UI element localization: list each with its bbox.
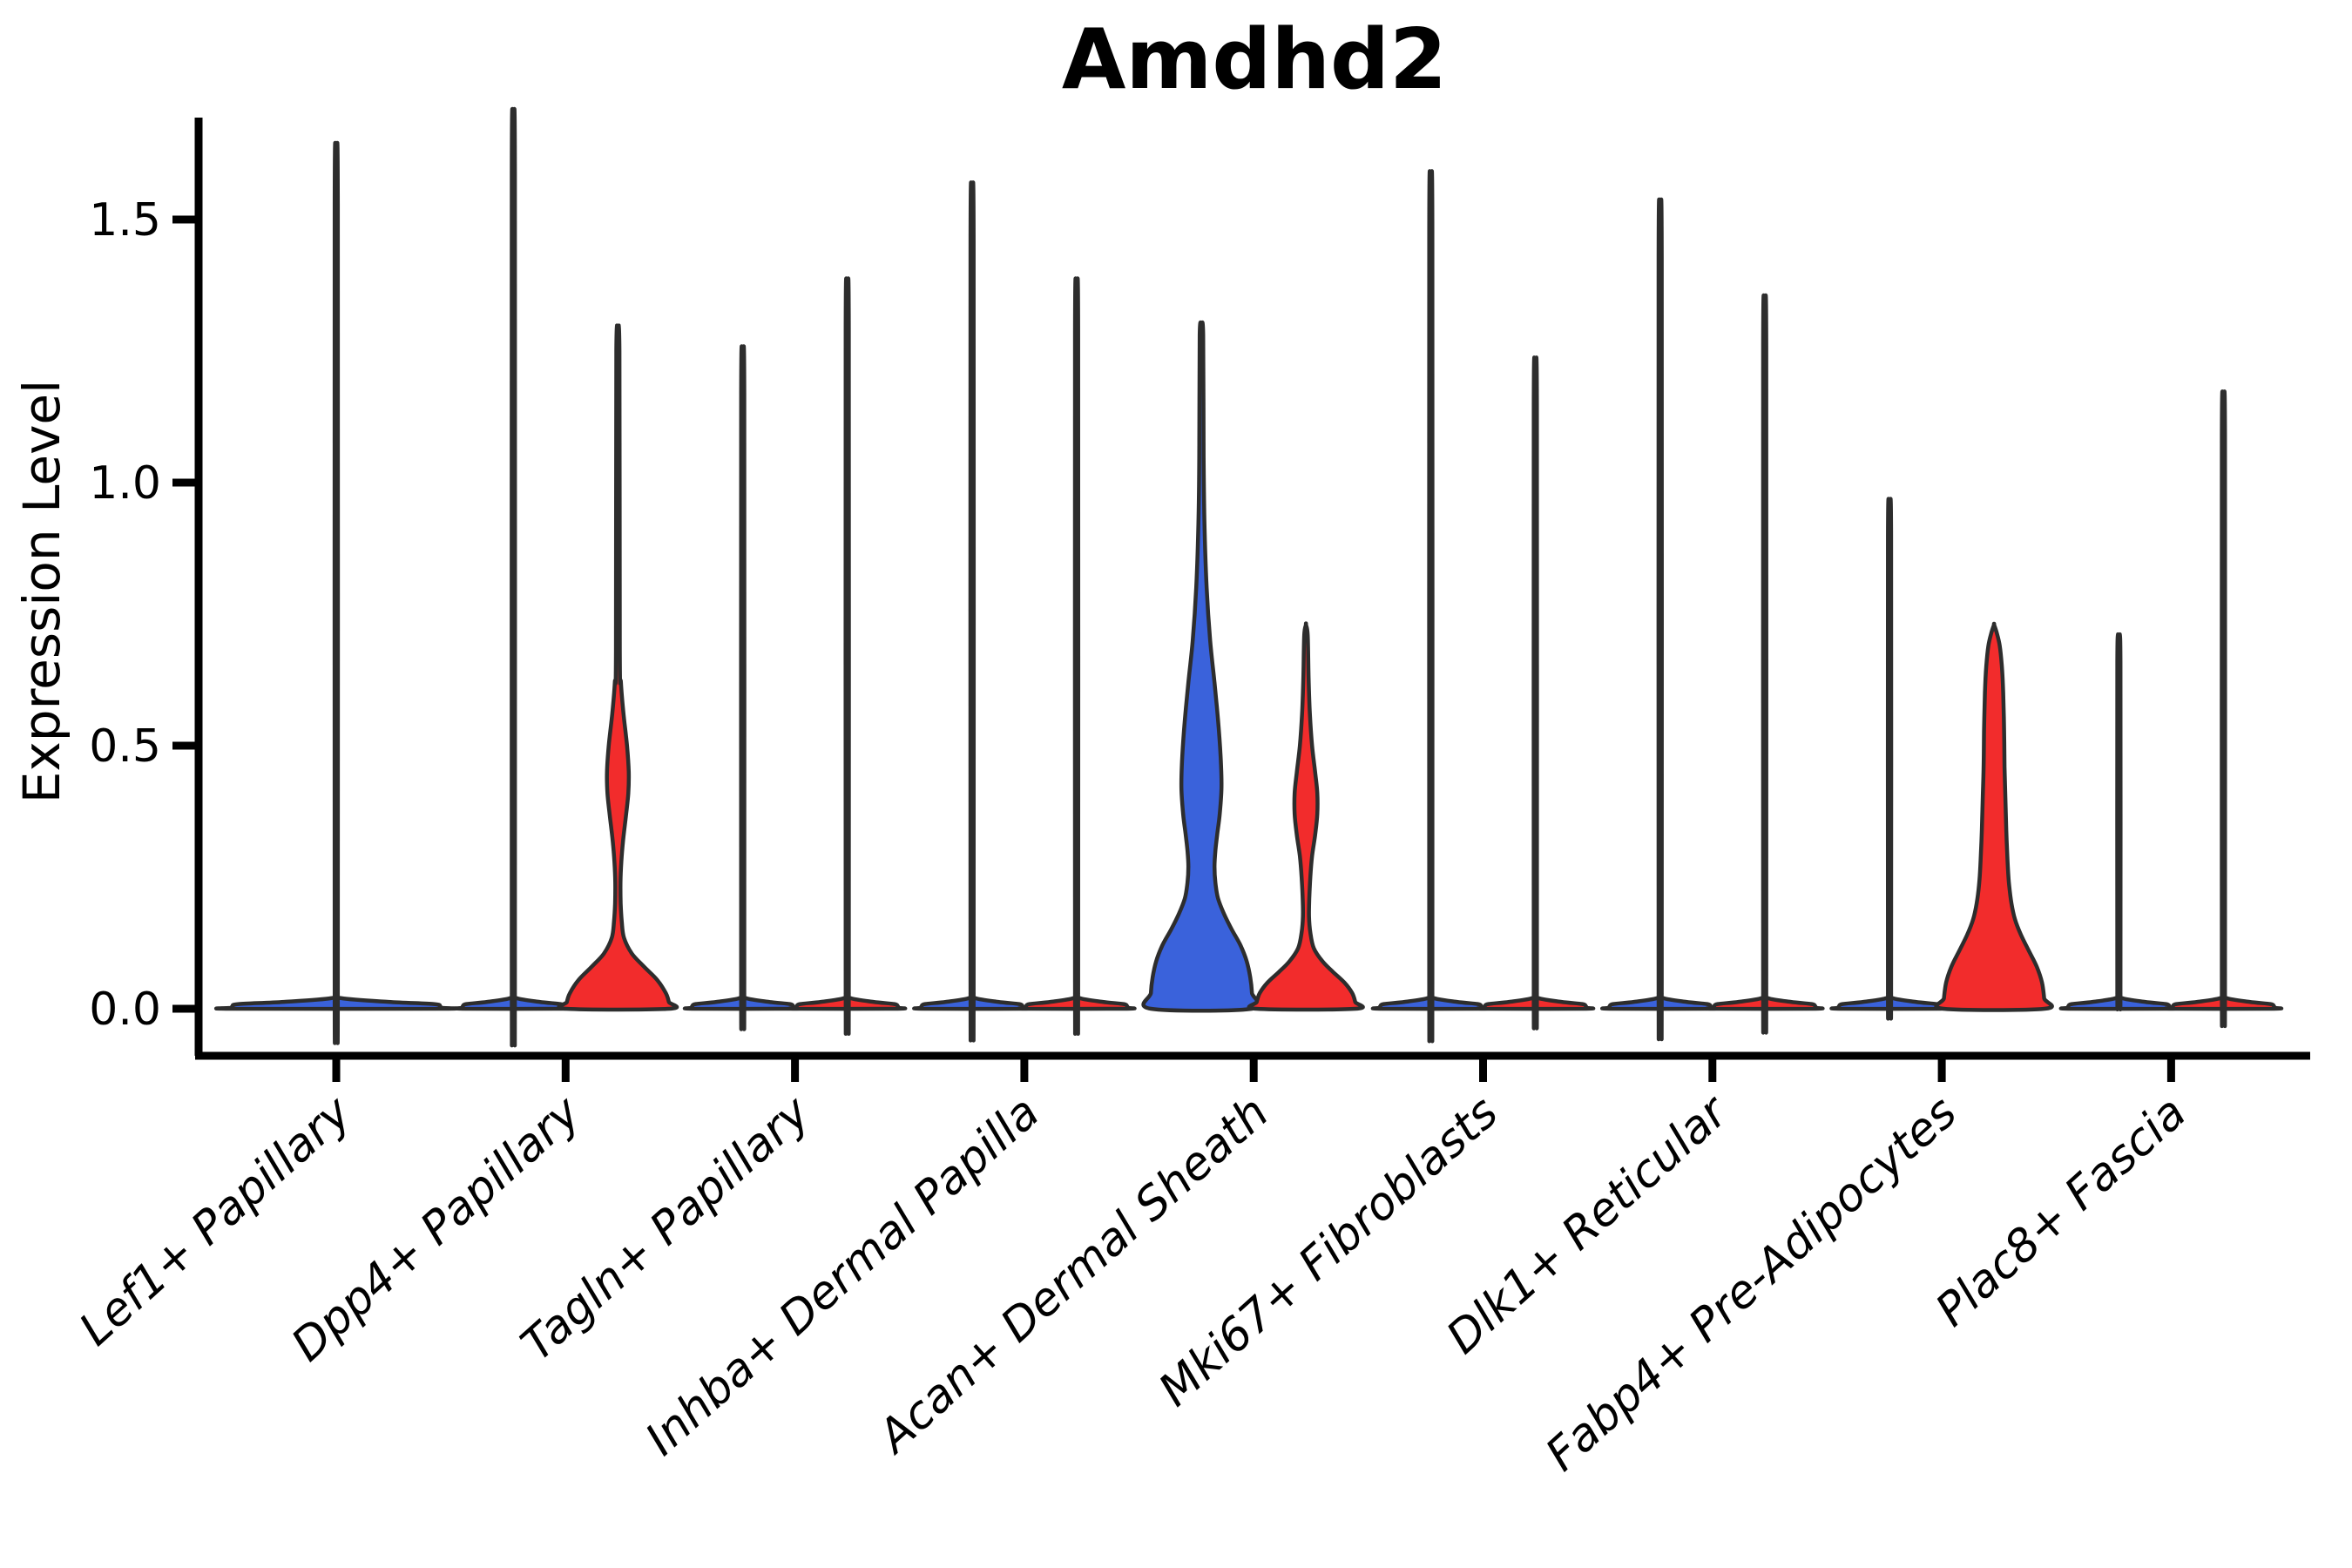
- x-category-label: Fabp4+ Pre-Adipocytes: [1536, 1086, 1966, 1482]
- violin-dpp4-split2: [557, 323, 679, 1012]
- violin-dlk1-split1: [1600, 197, 1720, 1042]
- violin-plac8-split2: [2163, 389, 2284, 1028]
- violin-dlk1-split2: [1705, 294, 1825, 1035]
- y-tick-label: 0.0: [89, 983, 161, 1036]
- violin-lef1-split1: [213, 140, 459, 1045]
- violin-tagln-split2: [787, 276, 908, 1036]
- violin-acan-split2: [1247, 621, 1365, 1012]
- y-tick-label: 0.5: [89, 720, 161, 773]
- violin-inhba-split1: [912, 180, 1032, 1043]
- violin-fabp4-split2: [1934, 621, 2054, 1012]
- y-tick-label: 1.0: [89, 457, 161, 510]
- violin-dpp4-split1: [453, 106, 574, 1048]
- violin-tagln-split1: [682, 344, 803, 1031]
- chart-title: Amdhd2: [1061, 12, 1448, 108]
- violin-mki67-split2: [1475, 355, 1596, 1031]
- x-category-label: Acan+ Dermal Sheath: [867, 1086, 1279, 1464]
- y-tick-label: 1.5: [89, 194, 161, 247]
- x-category-label: Plac8+ Fascia: [1926, 1086, 2196, 1337]
- violin-inhba-split2: [1017, 276, 1137, 1036]
- violin-mki67-split1: [1370, 169, 1491, 1044]
- violin-plac8-split1: [2058, 632, 2180, 1011]
- x-category-label: Inhba+ Dermal Papilla: [636, 1086, 1050, 1466]
- violin-fabp4-split1: [1829, 497, 1950, 1021]
- violin-acan-split1: [1141, 320, 1261, 1013]
